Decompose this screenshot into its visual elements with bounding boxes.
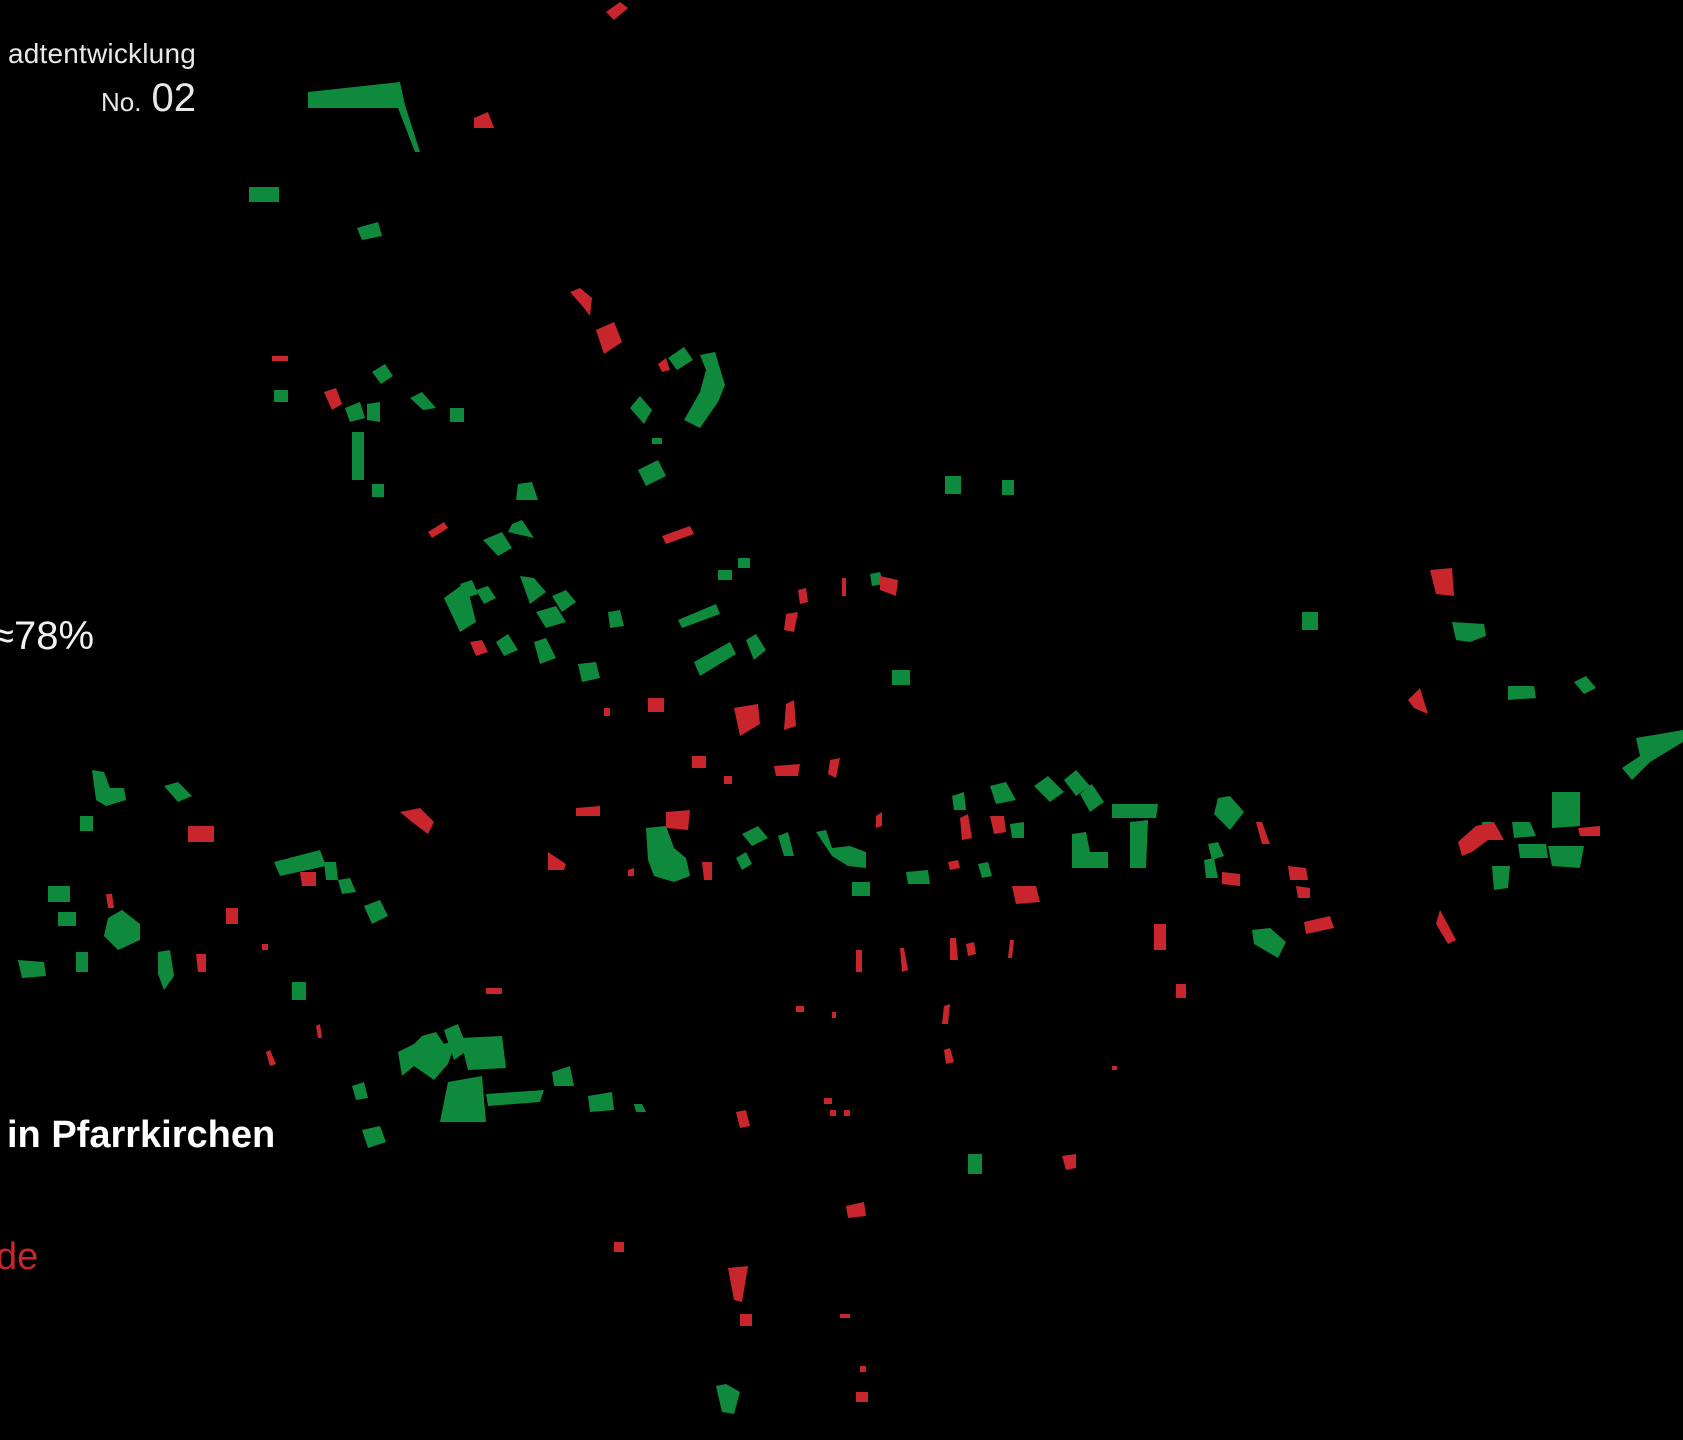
- issue-number-prefix: No.: [101, 87, 142, 117]
- green-parcels: [18, 82, 1683, 1414]
- percentage-stat: ≈78%: [0, 614, 95, 658]
- header-subtitle: adtentwicklung: [7, 38, 196, 69]
- red-parcels: [106, 2, 1600, 1402]
- issue-number-value: 02: [151, 76, 197, 120]
- map-title: in Pfarrkirchen: [7, 1114, 276, 1156]
- legend-text-red: de: [0, 1236, 39, 1278]
- issue-number: No. 02: [101, 76, 196, 121]
